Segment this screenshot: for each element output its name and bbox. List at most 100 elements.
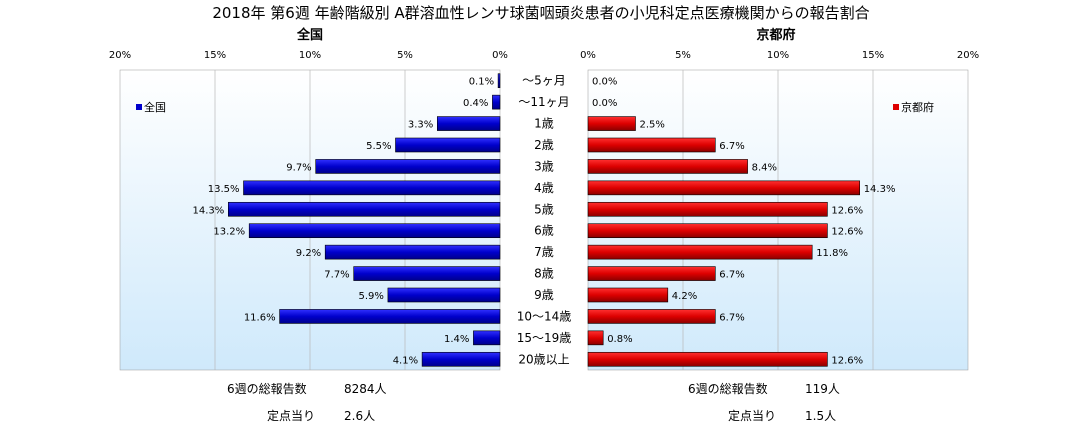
right-data-label: 0.0% — [592, 77, 617, 88]
category-label: 3歳 — [534, 159, 554, 173]
left-data-label: 9.2% — [296, 248, 321, 259]
right-bar — [587, 159, 748, 174]
right-data-label: 12.6% — [831, 227, 863, 238]
right-panel-label: 京都府 — [756, 27, 795, 43]
left-tick-label: 10% — [299, 50, 321, 61]
category-label: 6歳 — [534, 224, 554, 238]
left-data-label: 0.4% — [463, 98, 488, 109]
left-data-label: 13.5% — [208, 184, 240, 195]
category-label: ～11ヶ月 — [518, 95, 569, 109]
legend-left-label: 全国 — [144, 100, 166, 114]
right-data-label: 6.7% — [719, 141, 744, 152]
left-bar — [395, 137, 501, 153]
bars — [228, 73, 861, 367]
right-bar — [587, 201, 828, 217]
right-tick-label: 10% — [767, 50, 789, 61]
category-label: 4歳 — [534, 181, 554, 195]
left-data-label: 5.5% — [366, 141, 391, 152]
left-data-label: 13.2% — [213, 227, 245, 238]
left-data-label: 7.7% — [324, 270, 349, 281]
right-data-label: 0.8% — [607, 334, 632, 345]
left-data-label: 11.6% — [244, 312, 276, 323]
category-label: 20歳以上 — [518, 352, 569, 366]
right-data-label: 12.6% — [831, 355, 863, 366]
legend-left-swatch — [136, 104, 142, 110]
category-label: 7歳 — [534, 245, 554, 259]
legend-right-label: 京都府 — [901, 100, 934, 114]
category-label: 1歳 — [534, 117, 554, 131]
footer-left-per-label: 定点当り — [267, 408, 315, 423]
footer-right-total-value: 119人 — [805, 382, 840, 396]
left-tick-label: 5% — [397, 50, 413, 61]
right-data-label: 8.4% — [752, 162, 777, 173]
right-data-label: 6.7% — [719, 270, 744, 281]
right-bar — [587, 116, 636, 131]
left-data-label: 0.1% — [469, 77, 494, 88]
left-data-label: 3.3% — [408, 120, 433, 131]
left-bar — [473, 330, 501, 346]
left-bar — [387, 287, 501, 303]
footer-right-per-label: 定点当り — [728, 408, 776, 423]
left-data-label: 9.7% — [286, 162, 311, 173]
footer-right: 6週の総報告数 119人 定点当り 1.5人 — [688, 381, 840, 423]
category-label: 10～14歳 — [517, 309, 572, 323]
right-data-label: 6.7% — [719, 312, 744, 323]
right-bar — [587, 287, 669, 303]
right-bar — [587, 137, 716, 153]
left-bar — [315, 159, 501, 174]
category-label: 15～19歳 — [517, 331, 572, 345]
left-tick-label: 15% — [204, 50, 226, 61]
right-bar — [587, 330, 604, 346]
right-bar — [587, 180, 861, 196]
category-label: 9歳 — [534, 288, 554, 302]
left-data-label: 4.1% — [393, 355, 418, 366]
footer-left-total-label: 6週の総報告数 — [227, 381, 307, 396]
right-bar — [587, 223, 828, 239]
category-label: 5歳 — [534, 202, 554, 216]
left-bar — [228, 201, 501, 217]
right-tick-label: 15% — [862, 50, 884, 61]
right-tick-label: 0% — [580, 50, 596, 61]
legend-right-swatch — [893, 104, 899, 110]
right-bar — [587, 309, 716, 324]
category-labels: ～5ヶ月 ～11ヶ月 1歳 2歳 3歳 4歳 5歳 6歳 7歳 8歳 9歳 10～14歳 15～19歳 2… — [517, 74, 572, 367]
left-bar — [492, 94, 501, 110]
right-tick-label: 5% — [675, 50, 691, 61]
left-tick-label: 0% — [492, 50, 508, 61]
left-bar — [497, 73, 501, 89]
category-label: 8歳 — [534, 267, 554, 281]
left-bar — [279, 309, 501, 324]
right-data-label: 0.0% — [592, 98, 617, 109]
left-panel-label: 全国 — [296, 27, 323, 43]
left-data-label: 1.4% — [444, 334, 469, 345]
legend-right: 京都府 — [893, 100, 934, 114]
right-tick-label: 20% — [957, 50, 979, 61]
footer-right-total-label: 6週の総報告数 — [688, 381, 768, 396]
category-label: 2歳 — [534, 138, 554, 152]
legend-left: 全国 — [136, 100, 166, 114]
right-bar — [587, 244, 813, 260]
footer-left-per-value: 2.6人 — [344, 409, 375, 423]
left-bar — [421, 351, 501, 367]
left-data-label: 5.9% — [358, 291, 383, 302]
category-label: ～5ヶ月 — [522, 74, 566, 88]
right-data-label: 12.6% — [831, 205, 863, 216]
footer-left-total-value: 8284人 — [344, 382, 387, 396]
left-data-label: 14.3% — [193, 205, 225, 216]
right-data-label: 2.5% — [640, 120, 665, 131]
chart-title: 2018年 第6週 年齢階級別 A群溶血性レンサ球菌咽頭炎患者の小児科定点医療機… — [212, 4, 869, 22]
left-tick-label: 20% — [109, 50, 131, 61]
right-bar — [587, 351, 828, 367]
left-bar — [248, 223, 501, 239]
left-bar — [243, 180, 501, 196]
data-labels: 0.1% 0.0% 0.4% 0.0% 3.3% 2.5% 5.5% 6.7% 9.7% 8.4%… — [193, 77, 896, 367]
left-bar — [353, 266, 501, 281]
footer-right-per-value: 1.5人 — [805, 409, 836, 423]
right-data-label: 14.3% — [864, 184, 896, 195]
right-bar — [587, 266, 716, 281]
right-data-label: 4.2% — [672, 291, 697, 302]
left-bar — [436, 116, 501, 131]
tick-labels: 20% 15% 10% 5% 0% 0% 5% 10% 15% 20% — [109, 50, 979, 61]
left-bar — [324, 244, 501, 260]
